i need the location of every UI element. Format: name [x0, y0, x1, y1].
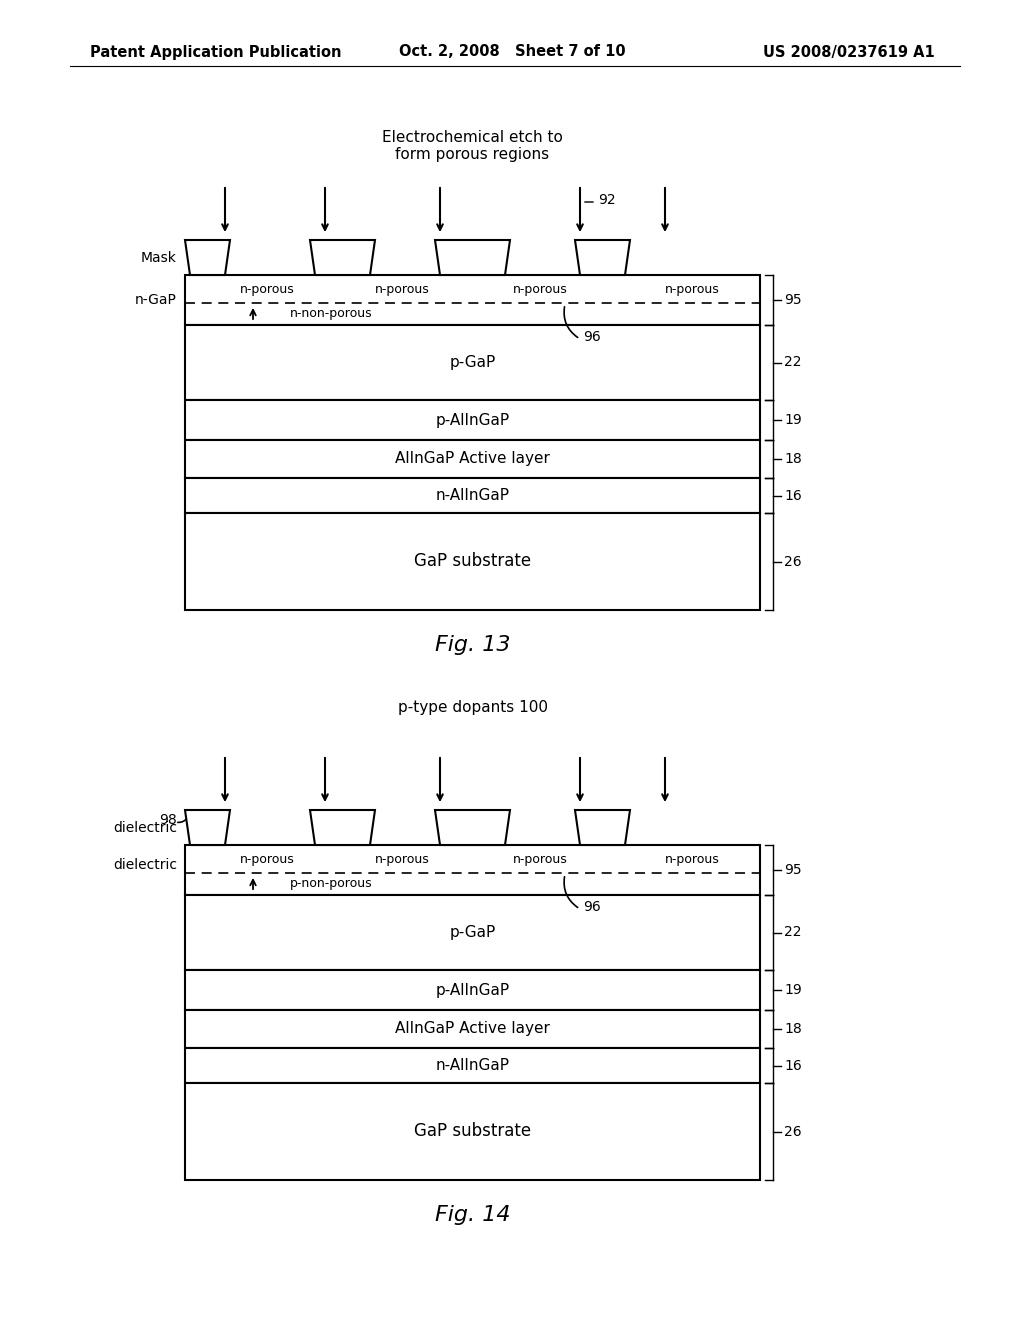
Text: p-type dopants 100: p-type dopants 100 [397, 700, 548, 715]
Text: 96: 96 [583, 330, 601, 345]
Polygon shape [575, 810, 630, 845]
Bar [185, 325, 760, 400]
Text: n-AlInGaP: n-AlInGaP [435, 488, 510, 503]
Text: n-porous: n-porous [666, 853, 720, 866]
Text: Electrochemical etch to
form porous regions: Electrochemical etch to form porous regi… [382, 129, 563, 162]
Text: n-porous: n-porous [375, 853, 430, 866]
Text: 22: 22 [784, 355, 802, 370]
Bar [185, 845, 760, 895]
Polygon shape [310, 240, 375, 275]
Text: p-AlInGaP: p-AlInGaP [435, 982, 510, 998]
Bar [185, 970, 760, 1010]
Text: dielectric: dielectric [113, 858, 177, 873]
Text: n-porous: n-porous [513, 282, 567, 296]
Bar [185, 478, 760, 513]
Text: p-GaP: p-GaP [450, 355, 496, 370]
Text: 95: 95 [784, 863, 802, 876]
Text: 22: 22 [784, 925, 802, 940]
Text: 26: 26 [784, 1125, 802, 1138]
Text: n-AlInGaP: n-AlInGaP [435, 1059, 510, 1073]
Text: Oct. 2, 2008   Sheet 7 of 10: Oct. 2, 2008 Sheet 7 of 10 [398, 45, 626, 59]
Text: 18: 18 [784, 1022, 802, 1036]
Text: GaP substrate: GaP substrate [414, 1122, 531, 1140]
Text: n-porous: n-porous [375, 282, 430, 296]
Bar [185, 1082, 760, 1180]
Bar [185, 400, 760, 440]
Text: 98: 98 [160, 813, 177, 828]
Polygon shape [185, 240, 230, 275]
Polygon shape [435, 810, 510, 845]
Bar [185, 275, 760, 325]
Polygon shape [310, 810, 375, 845]
Text: n-porous: n-porous [513, 853, 567, 866]
Text: 96: 96 [583, 900, 601, 913]
Text: 19: 19 [784, 983, 802, 997]
Text: 26: 26 [784, 554, 802, 569]
Polygon shape [575, 240, 630, 275]
Text: AlInGaP Active layer: AlInGaP Active layer [395, 1022, 550, 1036]
Text: n-non-porous: n-non-porous [290, 308, 373, 321]
Bar [185, 440, 760, 478]
Text: GaP substrate: GaP substrate [414, 553, 531, 570]
Bar [185, 895, 760, 970]
Text: dielectric: dielectric [113, 821, 177, 834]
Polygon shape [435, 240, 510, 275]
Text: 95: 95 [784, 293, 802, 308]
Text: p-non-porous: p-non-porous [290, 878, 373, 891]
Text: 92: 92 [598, 193, 615, 207]
Text: Fig. 13: Fig. 13 [435, 635, 510, 655]
Text: US 2008/0237619 A1: US 2008/0237619 A1 [763, 45, 935, 59]
Text: 16: 16 [784, 488, 802, 503]
Text: 16: 16 [784, 1059, 802, 1072]
Text: AlInGaP Active layer: AlInGaP Active layer [395, 451, 550, 466]
Text: Fig. 14: Fig. 14 [435, 1205, 510, 1225]
Text: Mask: Mask [141, 251, 177, 264]
Text: n-porous: n-porous [240, 282, 295, 296]
Text: n-GaP: n-GaP [135, 293, 177, 308]
Polygon shape [185, 810, 230, 845]
Text: p-GaP: p-GaP [450, 925, 496, 940]
Text: Patent Application Publication: Patent Application Publication [90, 45, 341, 59]
Bar [185, 1010, 760, 1048]
Text: n-porous: n-porous [666, 282, 720, 296]
Text: n-porous: n-porous [240, 853, 295, 866]
Text: 18: 18 [784, 451, 802, 466]
Bar [185, 513, 760, 610]
Bar [185, 1048, 760, 1082]
Text: p-AlInGaP: p-AlInGaP [435, 412, 510, 428]
Text: 19: 19 [784, 413, 802, 426]
